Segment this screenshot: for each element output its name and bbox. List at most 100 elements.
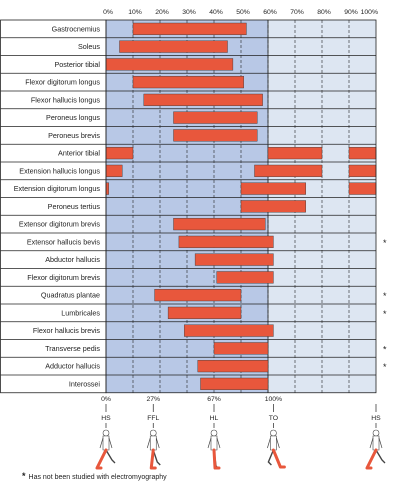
activity-bar (348, 164, 377, 177)
muscle-label: Flexor hallucis longus (31, 95, 101, 104)
figure-head (210, 429, 218, 437)
gait-percent-label: 100% (265, 396, 282, 403)
muscle-label: Quadratus plantae (41, 291, 100, 300)
gait-percent-label: 0% (101, 396, 111, 403)
muscle-label: Adductor hallucis (45, 362, 100, 371)
figure-torso (149, 435, 157, 451)
tick-label: 60% (263, 9, 277, 16)
figure-head (270, 429, 277, 437)
figure-leg-highlight (149, 448, 157, 470)
tick-label: 70% (290, 9, 304, 16)
muscle-label: Extensor digitorum brevis (19, 220, 100, 229)
figure-leg-highlight (95, 448, 108, 470)
figure-arm (378, 437, 383, 449)
figure-arm (146, 437, 151, 449)
tick-label: 20% (155, 9, 169, 16)
activity-bar (184, 324, 274, 337)
figure-torso (102, 435, 110, 451)
activity-bar (173, 218, 266, 231)
muscle-label: Peroneus brevis (48, 131, 100, 140)
gait-event-label: TO (269, 415, 278, 422)
muscle-label: Peroneus longus (46, 113, 100, 122)
muscle-label: Abductor hallucis (45, 255, 100, 264)
muscle-label: Flexor digitorum brevis (27, 273, 100, 282)
activity-bar (119, 40, 228, 53)
tick-label: 50% (236, 9, 250, 16)
figure-arm (369, 437, 374, 449)
walking-figure (365, 429, 386, 470)
muscle-label: Lumbricales (61, 308, 100, 317)
walking-figure (207, 429, 221, 470)
muscle-label: Anterior tibial (58, 149, 100, 158)
activity-bar (105, 164, 123, 177)
muscle-label: Extension hallucis longus (19, 166, 100, 175)
figure-arm (267, 437, 271, 449)
figure-leg (267, 449, 275, 466)
muscle-label: Interossei (69, 379, 101, 388)
label-column (0, 19, 107, 394)
walking-figure (267, 429, 286, 469)
figure-arm (207, 437, 212, 449)
emg-stars: * * * * * (383, 238, 387, 372)
figure-leg (375, 449, 386, 464)
activity-bar (216, 271, 274, 284)
activity-bar (154, 289, 242, 302)
x-axis-ticks: 0% 10% 20% 30% 40% 50% 60% 70% 80% 90% 100% (103, 9, 378, 16)
figure-leg (105, 449, 116, 464)
tick-label: 100% (361, 9, 378, 16)
activity-bar (167, 306, 242, 319)
tick-label: 80% (317, 9, 331, 16)
muscle-label: Transverse pedis (45, 344, 100, 353)
activity-bar (132, 22, 247, 35)
gait-percent-label: 67% (207, 396, 221, 403)
muscle-label: Gastrocnemius (52, 24, 101, 33)
muscle-label: Extension digitorum longus (14, 184, 101, 193)
activity-bar (348, 147, 377, 160)
activity-bar (254, 164, 323, 177)
tick-label: 40% (209, 9, 223, 16)
gait-cycle-axis: 0% HS 27% FFL 67% HL 100% TO HS (101, 396, 381, 428)
footnote-text: Has not been studied with electromyograp… (28, 474, 167, 481)
tick-label: 10% (128, 9, 142, 16)
emg-star: * (383, 309, 387, 319)
figure-arm (108, 437, 113, 449)
figure-leg-highlight (271, 448, 286, 469)
activity-bar (240, 182, 307, 195)
muscle-label: Extensor hallucis bevis (27, 237, 101, 246)
muscle-label: Posterior tibial (54, 60, 100, 69)
footnote-star: * (22, 471, 26, 481)
activity-bar (173, 129, 258, 142)
activity-bar (240, 200, 307, 213)
activity-bar (105, 58, 234, 71)
figure-head (149, 429, 157, 437)
activity-bar (348, 182, 377, 195)
tick-label: 0% (103, 9, 113, 16)
figure-arm (99, 437, 104, 449)
activity-bar (194, 253, 274, 266)
figure-leg (152, 449, 161, 466)
gait-event-label: HS (371, 415, 381, 422)
activity-bar (267, 147, 323, 160)
activity-bar (197, 360, 269, 373)
emg-star: * (383, 238, 387, 248)
activity-bar (213, 342, 269, 355)
plot-frame (105, 19, 377, 394)
tick-label: 90% (344, 9, 358, 16)
footnote: * Has not been studied with electromyogra… (22, 472, 392, 482)
row-dividers (0, 19, 377, 394)
activity-bar (178, 235, 274, 248)
gait-event-label: HS (101, 415, 111, 422)
activity-bar (143, 93, 263, 106)
muscle-label: Flexor digitorum longus (25, 78, 100, 87)
figure-arm (276, 437, 280, 449)
figure-leg-highlight (365, 448, 378, 470)
activity-bar (200, 377, 269, 390)
emg-star: * (383, 344, 387, 354)
activity-bar (132, 76, 244, 89)
muscle-label: Peroneus tertius (48, 202, 101, 211)
figure-head (372, 429, 380, 437)
figure-torso (270, 435, 277, 451)
activity-bars (105, 22, 377, 390)
muscle-label: Soleus (78, 42, 100, 51)
walking-figures (95, 429, 386, 470)
